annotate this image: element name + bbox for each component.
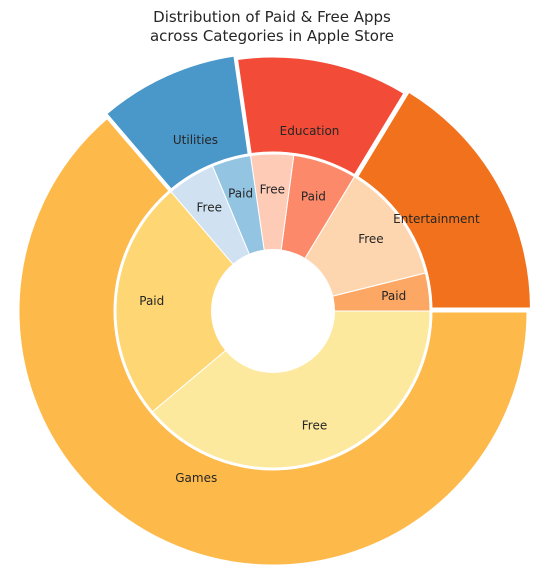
slice-labels: Entertainment Education Utilities Games Paid… [139,124,480,485]
inner-label-utilities-paid: Paid [228,187,253,201]
chart-title-line-1: Distribution of Paid & Free Apps [153,8,391,26]
outer-label-games: Games [175,471,217,485]
ring-separator [113,151,433,471]
inner-label-entertainment-paid: Paid [381,289,406,303]
inner-label-entertainment-free: Free [358,232,383,246]
outer-label-entertainment: Entertainment [393,212,480,226]
outer-label-education: Education [280,124,340,138]
inner-label-utilities-free: Free [197,200,222,214]
chart-title-line-2: across Categories in Apple Store [150,27,394,45]
inner-label-games-paid: Paid [139,294,164,308]
inner-label-education-free: Free [260,182,285,196]
inner-label-education-paid: Paid [301,189,326,203]
outer-label-utilities: Utilities [173,133,218,147]
inner-label-games-free: Free [302,418,327,432]
center-hole [211,249,335,373]
